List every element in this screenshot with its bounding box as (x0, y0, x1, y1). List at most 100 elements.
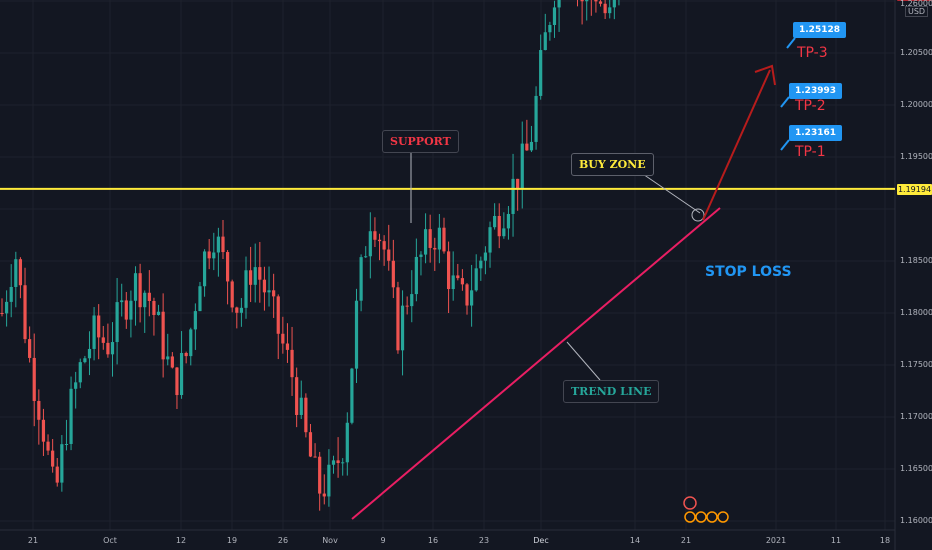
candle-body (493, 215, 497, 228)
candle-body (115, 302, 119, 343)
candle-body (249, 270, 253, 285)
candle-body (23, 285, 27, 340)
x-tick-label: Dec (533, 536, 549, 545)
candle-body (511, 178, 515, 214)
candle-body (5, 301, 9, 314)
candle-body (9, 286, 13, 302)
candle-body (110, 342, 115, 355)
buy-zone-pointer (636, 169, 701, 214)
candle-body (502, 228, 506, 237)
candle-body (267, 290, 271, 293)
candle-body (120, 300, 124, 303)
candle-body (230, 281, 234, 308)
candle-body (506, 213, 511, 229)
economic-event-icon (695, 511, 707, 523)
candle-body (216, 236, 220, 253)
candle-body (318, 456, 322, 494)
price-tag: 1.21062 (897, 0, 932, 1)
candle-body (391, 260, 395, 288)
candle-body (221, 236, 225, 253)
candle-body (359, 257, 363, 301)
candle-body (281, 333, 285, 344)
candle-body (37, 400, 41, 420)
projection-arrow-line (702, 69, 771, 221)
candle-body (258, 267, 262, 280)
y-tick-label: 1.16000 (900, 516, 932, 525)
candle-body (446, 251, 451, 290)
candle-body (106, 342, 110, 355)
candle-body (410, 294, 414, 307)
candle-body (520, 143, 524, 189)
candle-body (202, 251, 207, 287)
economic-event-icon (717, 511, 729, 523)
candle-body (244, 270, 248, 308)
candle-body (387, 249, 391, 261)
candle-body (548, 24, 552, 33)
y-tick-label: 1.17500 (900, 360, 932, 369)
candle-body (557, 0, 561, 8)
stop-loss-label: STOP LOSS (705, 264, 792, 280)
candle-body (14, 259, 18, 287)
candle-body (239, 307, 244, 313)
candle-body (377, 239, 382, 242)
tp-pointer (780, 96, 790, 108)
y-tick-label: 1.17000 (900, 412, 932, 421)
trend-line (351, 207, 721, 520)
candle-body (41, 419, 46, 442)
candle-body (608, 7, 612, 14)
candle-body (101, 337, 105, 343)
candle-body (285, 343, 290, 350)
candle-body (156, 311, 161, 315)
candle-body (322, 493, 326, 497)
tp-pointer (786, 37, 796, 49)
x-tick-label: 14 (629, 536, 641, 545)
x-tick-label: 16 (427, 536, 439, 545)
candle-body (60, 444, 64, 483)
candle-body (46, 441, 50, 451)
x-tick-label: Nov (322, 536, 338, 545)
candle-body (308, 432, 313, 457)
candle-body (166, 356, 170, 360)
tp3-price-box: 1.25128 (793, 22, 846, 38)
candle-body (539, 50, 543, 96)
candle-body (304, 397, 308, 433)
candle-body (152, 300, 156, 315)
candle-body (313, 456, 317, 458)
candle-body (133, 273, 138, 301)
candle-body (18, 259, 23, 286)
tp2-label: TP-2 (795, 98, 826, 114)
candle-body (74, 382, 78, 389)
projection-arrow-head (754, 64, 776, 86)
trend-line-callout: TREND LINE (563, 380, 660, 403)
y-tick-label: 1.18500 (900, 256, 932, 265)
candle-body (423, 229, 428, 255)
economic-event-icon (706, 511, 718, 523)
candle-body (474, 268, 478, 291)
x-tick-label: 9 (380, 536, 386, 545)
tp1-price-box: 1.23161 (789, 125, 842, 141)
candle-body (368, 231, 372, 257)
candle-body (437, 227, 441, 250)
candle-body (433, 247, 437, 250)
x-tick-label: 2021 (765, 536, 787, 545)
candle-body (129, 300, 133, 320)
candle-body (207, 251, 211, 259)
candle-body (364, 256, 368, 258)
x-tick-label: 21 (27, 536, 39, 545)
tp2-price-box: 1.23993 (789, 83, 842, 99)
candle-body (516, 178, 520, 189)
x-tick-label: 18 (879, 536, 891, 545)
candle-body (272, 290, 276, 297)
x-tick-label: 12 (175, 536, 187, 545)
candle-body (225, 252, 230, 282)
candle-body (345, 422, 349, 463)
candle-body (193, 311, 197, 330)
candle-body (143, 292, 147, 308)
candle-body (235, 307, 239, 313)
candle-body (442, 227, 446, 252)
candle-body (55, 466, 59, 483)
candle-body (295, 377, 299, 415)
candle-body (336, 460, 340, 464)
y-tick-label: 1.20500 (900, 48, 932, 57)
